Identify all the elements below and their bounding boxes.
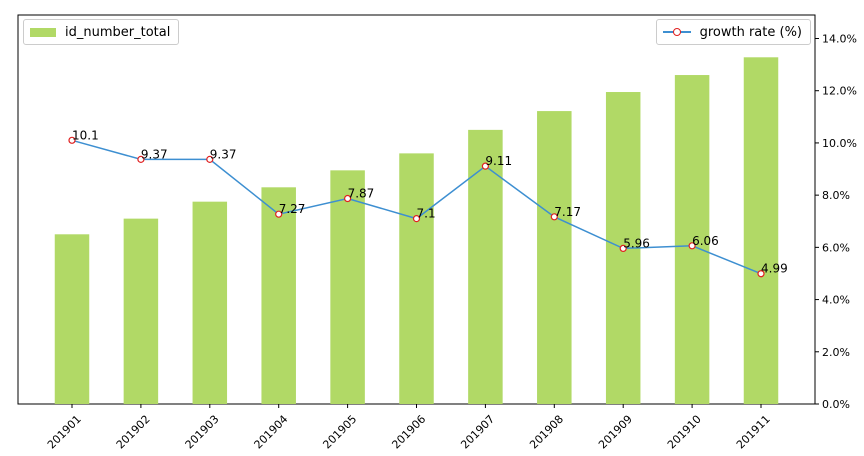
bar: [674, 75, 710, 404]
bar: [743, 57, 779, 405]
x-tick-label: 201904: [252, 413, 291, 452]
x-tick-label: 201906: [389, 413, 428, 452]
x-tick-label: 201901: [45, 413, 84, 452]
y-tick-label: 4.0%: [822, 294, 850, 307]
line-point: [481, 162, 489, 170]
bar: [261, 187, 296, 404]
right-y-axis: 0.0% 2.0% 4.0% 6.0% 8.0% 10.0% 12.0% 14.0%: [815, 32, 857, 411]
x-tick-label: 201907: [458, 413, 497, 452]
y-tick-label: 6.0%: [822, 241, 850, 254]
bar: [123, 218, 159, 404]
line-point: [137, 155, 145, 163]
data-label: 7.1: [417, 207, 436, 221]
data-label: 7.87: [348, 187, 375, 201]
line-point: [344, 194, 352, 203]
data-label: 6.06: [692, 234, 719, 248]
data-label: 10.1: [72, 128, 99, 142]
y-tick-label: 2.0%: [822, 346, 850, 359]
y-tick-label: 10.0%: [822, 137, 857, 150]
y-tick-label: 0.0%: [822, 398, 850, 411]
line-legend: growth rate (%): [655, 19, 811, 45]
x-axis: 201901 201902 201903 201904 201905 201906 2019…: [45, 404, 773, 451]
y-tick-label: 8.0%: [822, 189, 850, 202]
bar: [54, 234, 90, 404]
y-tick-label: 14.0%: [822, 32, 857, 45]
bar: [468, 129, 503, 404]
x-tick-label: 201909: [596, 413, 635, 452]
bar: [192, 201, 228, 404]
data-label: 7.27: [279, 202, 306, 216]
data-label: 9.11: [485, 154, 512, 168]
x-tick-label: 201910: [665, 413, 704, 452]
bar: [537, 111, 572, 404]
bar-series: [54, 57, 779, 405]
line-point: [206, 155, 214, 163]
data-label: 9.37: [141, 147, 168, 161]
bar: [330, 170, 365, 404]
line-point: [757, 270, 765, 278]
line-point: [412, 215, 421, 223]
y-tick-label: 12.0%: [822, 85, 857, 98]
x-tick-label: 201903: [183, 413, 222, 452]
x-tick-label: 201902: [114, 413, 153, 452]
data-label: 7.17: [554, 205, 581, 219]
line-point: [68, 136, 76, 144]
x-tick-label: 201905: [320, 413, 359, 452]
line-point: [688, 242, 696, 250]
data-label: 4.99: [761, 262, 788, 276]
line-series: 10.1 9.37 9.37 7.27 7.87 7.1 9.11 7.17 5.96 6.06 4…: [68, 128, 788, 278]
line-legend-swatch: [662, 26, 691, 38]
x-tick-label: 201911: [734, 413, 773, 452]
line-legend-label: growth rate (%): [699, 24, 802, 40]
line-point: [550, 213, 558, 221]
data-label: 9.37: [210, 147, 237, 161]
line-point: [619, 244, 627, 252]
bar-legend-swatch: [30, 27, 56, 37]
x-tick-label: 201908: [527, 413, 566, 452]
bar-legend-label: id_number_total: [65, 24, 171, 40]
line-point: [275, 210, 283, 218]
data-label: 5.96: [623, 236, 650, 250]
bar-legend: id_number_total: [23, 19, 180, 45]
bar: [399, 153, 434, 404]
